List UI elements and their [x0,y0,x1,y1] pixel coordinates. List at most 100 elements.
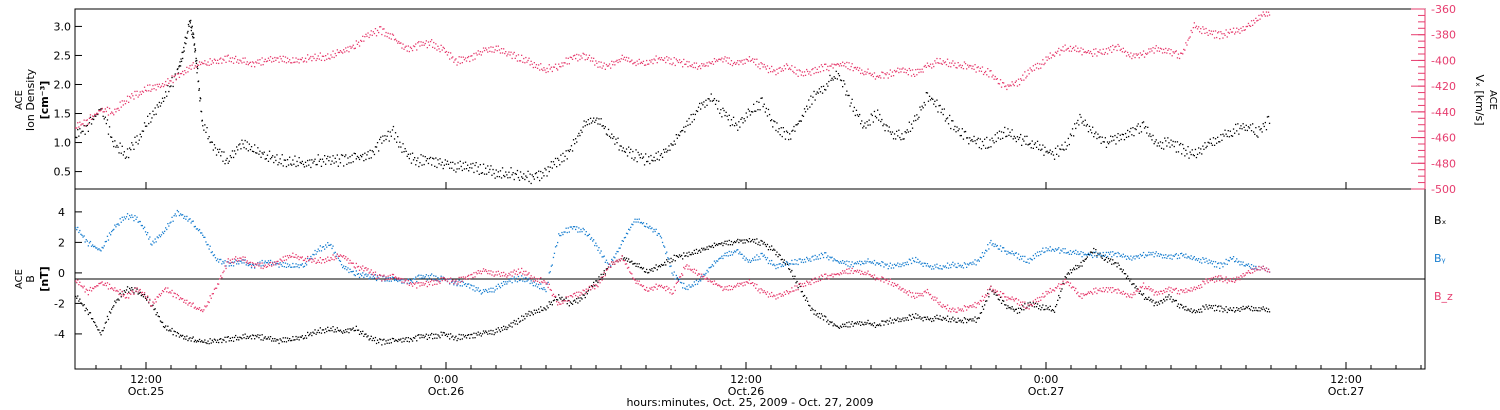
data-point [971,320,973,322]
data-point [141,291,143,293]
data-point [1244,29,1246,31]
data-point [1225,258,1227,261]
data-point [476,54,478,56]
data-point [1040,67,1042,69]
bottom-left-tick-label: -2 [54,297,65,310]
data-point [368,272,370,274]
data-point [338,158,341,160]
data-point [675,255,677,257]
data-point [545,169,547,171]
data-point [400,279,402,281]
data-point [192,302,194,304]
data-point [767,262,770,265]
data-point [931,97,933,99]
data-point [78,231,80,234]
data-point [784,263,787,265]
data-point [219,58,221,60]
data-point [122,293,124,295]
data-point [432,46,434,48]
data-point [1118,140,1120,142]
data-point [396,40,398,42]
data-point [560,234,562,237]
data-point [589,117,592,119]
data-point [795,263,797,265]
data-point [494,177,496,179]
data-point [956,126,958,128]
data-point [515,55,517,57]
data-point [171,327,173,330]
data-point [851,321,853,323]
data-point [585,231,587,233]
data-point [232,265,235,267]
data-point [506,174,508,176]
data-point [675,274,677,277]
data-point [152,304,154,306]
data-point [1052,154,1055,156]
data-point [845,66,847,68]
data-point [672,144,674,146]
data-point [802,295,805,297]
data-point [563,62,565,64]
data-point [820,252,823,254]
data-point [989,139,991,141]
data-point [302,338,305,340]
data-point [357,329,360,331]
data-point [1012,308,1014,310]
data-point [1165,47,1167,50]
data-point [133,292,135,294]
data-point [622,258,624,260]
data-point [766,115,769,117]
data-point [364,152,366,154]
data-point [1223,262,1225,264]
data-point [848,62,850,64]
data-point [899,68,901,70]
data-point [457,337,459,340]
data-point [873,259,876,262]
data-point [382,339,384,341]
data-point [1200,28,1202,30]
data-point [712,63,715,65]
data-point [295,165,297,168]
data-point [353,274,355,276]
data-point [412,278,415,280]
data-point [409,279,412,281]
data-point [1043,309,1045,311]
data-point [389,277,391,279]
data-point [333,56,335,59]
data-point [1114,46,1116,48]
data-point [901,264,903,266]
data-point [636,263,638,265]
data-point [793,125,795,128]
data-point [855,323,858,325]
data-point [908,258,910,260]
data-point [440,331,442,333]
data-point [418,41,420,43]
data-point [923,316,925,318]
data-point [724,114,726,117]
data-point [280,163,282,165]
data-point [281,260,283,262]
data-point [169,329,171,331]
data-point [1094,252,1096,254]
data-point [710,266,712,268]
data-point [839,63,842,65]
data-point [1002,247,1004,249]
data-point [231,150,234,152]
data-point [220,275,222,277]
data-point [748,110,751,112]
data-point [467,283,469,285]
data-point [896,70,898,72]
data-point [602,125,604,127]
data-point [814,66,816,69]
data-point [1117,262,1119,264]
data-point [587,234,589,236]
data-point [978,146,980,149]
data-point [795,282,797,284]
data-point [177,332,180,335]
data-point [433,158,435,160]
data-point [374,274,377,276]
data-point [440,275,442,277]
data-point [641,157,644,159]
data-point [552,161,555,163]
data-point [864,70,866,73]
